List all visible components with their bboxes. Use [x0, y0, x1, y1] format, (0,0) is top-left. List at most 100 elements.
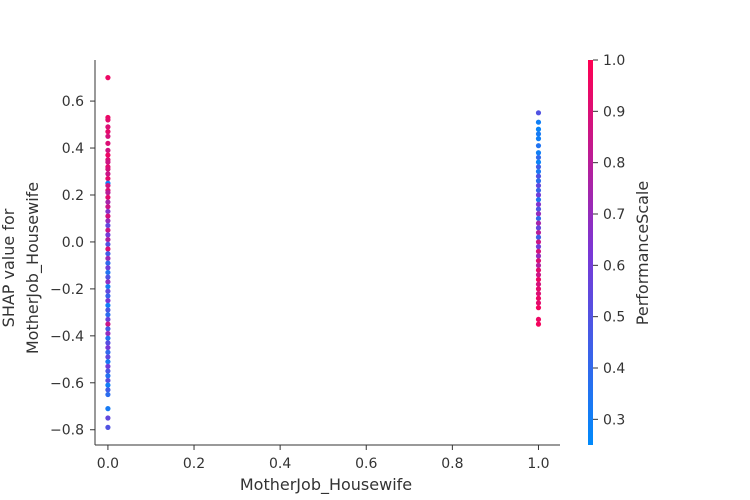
- data-point: [105, 133, 111, 139]
- y-tick-label: −0.8: [50, 423, 84, 439]
- data-point: [105, 124, 111, 130]
- data-point: [535, 126, 542, 132]
- data-point: [105, 152, 111, 158]
- data-point: [105, 424, 111, 430]
- data-point: [105, 330, 111, 337]
- data-point: [105, 129, 111, 135]
- data-point: [535, 239, 542, 245]
- colorbar-tick-label: 0.4: [603, 361, 625, 377]
- data-point: [535, 295, 542, 301]
- data-point: [105, 255, 111, 261]
- y-tick-label: −0.6: [50, 376, 84, 392]
- data-point: [105, 222, 111, 229]
- data-point: [105, 335, 111, 341]
- data-point: [105, 415, 111, 421]
- data-point: [535, 220, 542, 226]
- data-point: [535, 229, 542, 236]
- data-point: [105, 208, 111, 215]
- data-point: [105, 117, 111, 123]
- x-tick-label: 0.2: [183, 456, 205, 472]
- colorbar-tick-label: 1.0: [603, 53, 625, 69]
- data-point: [535, 305, 542, 311]
- y-axis-title-line-1: SHAP value for: [0, 208, 18, 327]
- y-tick-label: 0.2: [62, 188, 84, 204]
- data-point: [535, 316, 542, 323]
- colorbar-tick-label: 0.8: [603, 156, 625, 172]
- y-ticks: 0.6 0.4 0.2 0.0 −0.2 −0.4 −0.6 −0.8: [50, 94, 95, 439]
- data-point: [535, 168, 542, 175]
- data-point: [105, 147, 111, 153]
- data-point: [535, 201, 542, 207]
- data-point: [105, 75, 111, 81]
- data-point: [535, 159, 542, 165]
- data-point: [535, 276, 542, 283]
- y-tick-label: 0.4: [62, 141, 84, 157]
- data-point: [105, 269, 111, 276]
- data-point: [105, 406, 111, 412]
- y-tick-label: 0.0: [62, 235, 84, 251]
- data-point: [105, 312, 111, 318]
- x-ticks: 0.0 0.2 0.4 0.6 0.8 1.0: [97, 445, 550, 472]
- data-point: [105, 391, 111, 398]
- data-point: [535, 192, 542, 198]
- data-point: [105, 349, 111, 355]
- y-tick-label: −0.2: [50, 282, 84, 298]
- data-point: [105, 344, 111, 351]
- data-point: [105, 316, 111, 323]
- data-point: [105, 246, 111, 252]
- data-point: [105, 251, 111, 257]
- data-point: [105, 232, 111, 238]
- data-point: [535, 300, 542, 306]
- data-point: [105, 359, 111, 365]
- data-point: [535, 164, 542, 170]
- data-point: [535, 206, 542, 212]
- x-tick-label: 0.4: [269, 456, 291, 472]
- data-point: [105, 241, 111, 247]
- data-point: [105, 302, 111, 308]
- data-point: [535, 234, 542, 240]
- data-point: [105, 260, 111, 266]
- colorbar-title: PerformanceScale: [633, 181, 652, 325]
- data-point: [105, 182, 111, 189]
- data-point: [105, 140, 111, 146]
- data-point: [535, 178, 542, 184]
- data-point: [535, 131, 542, 137]
- data-point: [535, 290, 542, 297]
- colorbar-tick-label: 0.5: [603, 310, 625, 326]
- data-point: [105, 236, 111, 243]
- data-point: [535, 173, 542, 179]
- colorbar-tick-label: 0.9: [603, 104, 625, 120]
- data-point: [105, 293, 111, 299]
- data-point: [105, 175, 111, 182]
- data-point: [535, 119, 542, 125]
- data-point: [105, 377, 111, 384]
- x-tick-label: 0.8: [441, 456, 463, 472]
- data-point: [535, 258, 542, 264]
- data-point: [535, 272, 542, 278]
- y-axis-title-line-2: MotherJob_Housewife: [23, 182, 43, 354]
- x-tick-label: 1.0: [527, 456, 549, 472]
- data-point: [105, 274, 111, 280]
- data-point: [105, 265, 111, 271]
- data-point: [105, 307, 111, 313]
- data-point: [105, 279, 111, 285]
- data-point: [535, 143, 542, 149]
- data-point: [105, 194, 111, 200]
- data-point: [105, 298, 111, 304]
- data-point: [535, 187, 542, 193]
- data-point: [535, 248, 542, 254]
- data-point: [535, 197, 542, 203]
- data-point: [105, 387, 111, 393]
- data-point: [105, 321, 111, 327]
- data-point: [105, 368, 111, 374]
- data-point: [105, 166, 111, 172]
- x-tick-label: 0.6: [355, 456, 377, 472]
- colorbar-tick-label: 0.7: [603, 207, 625, 223]
- colorbar-tick-label: 0.6: [603, 258, 625, 274]
- data-point: [105, 190, 111, 196]
- data-point: [105, 373, 111, 379]
- data-point: [535, 253, 542, 259]
- data-point: [535, 150, 542, 156]
- data-point: [105, 218, 111, 224]
